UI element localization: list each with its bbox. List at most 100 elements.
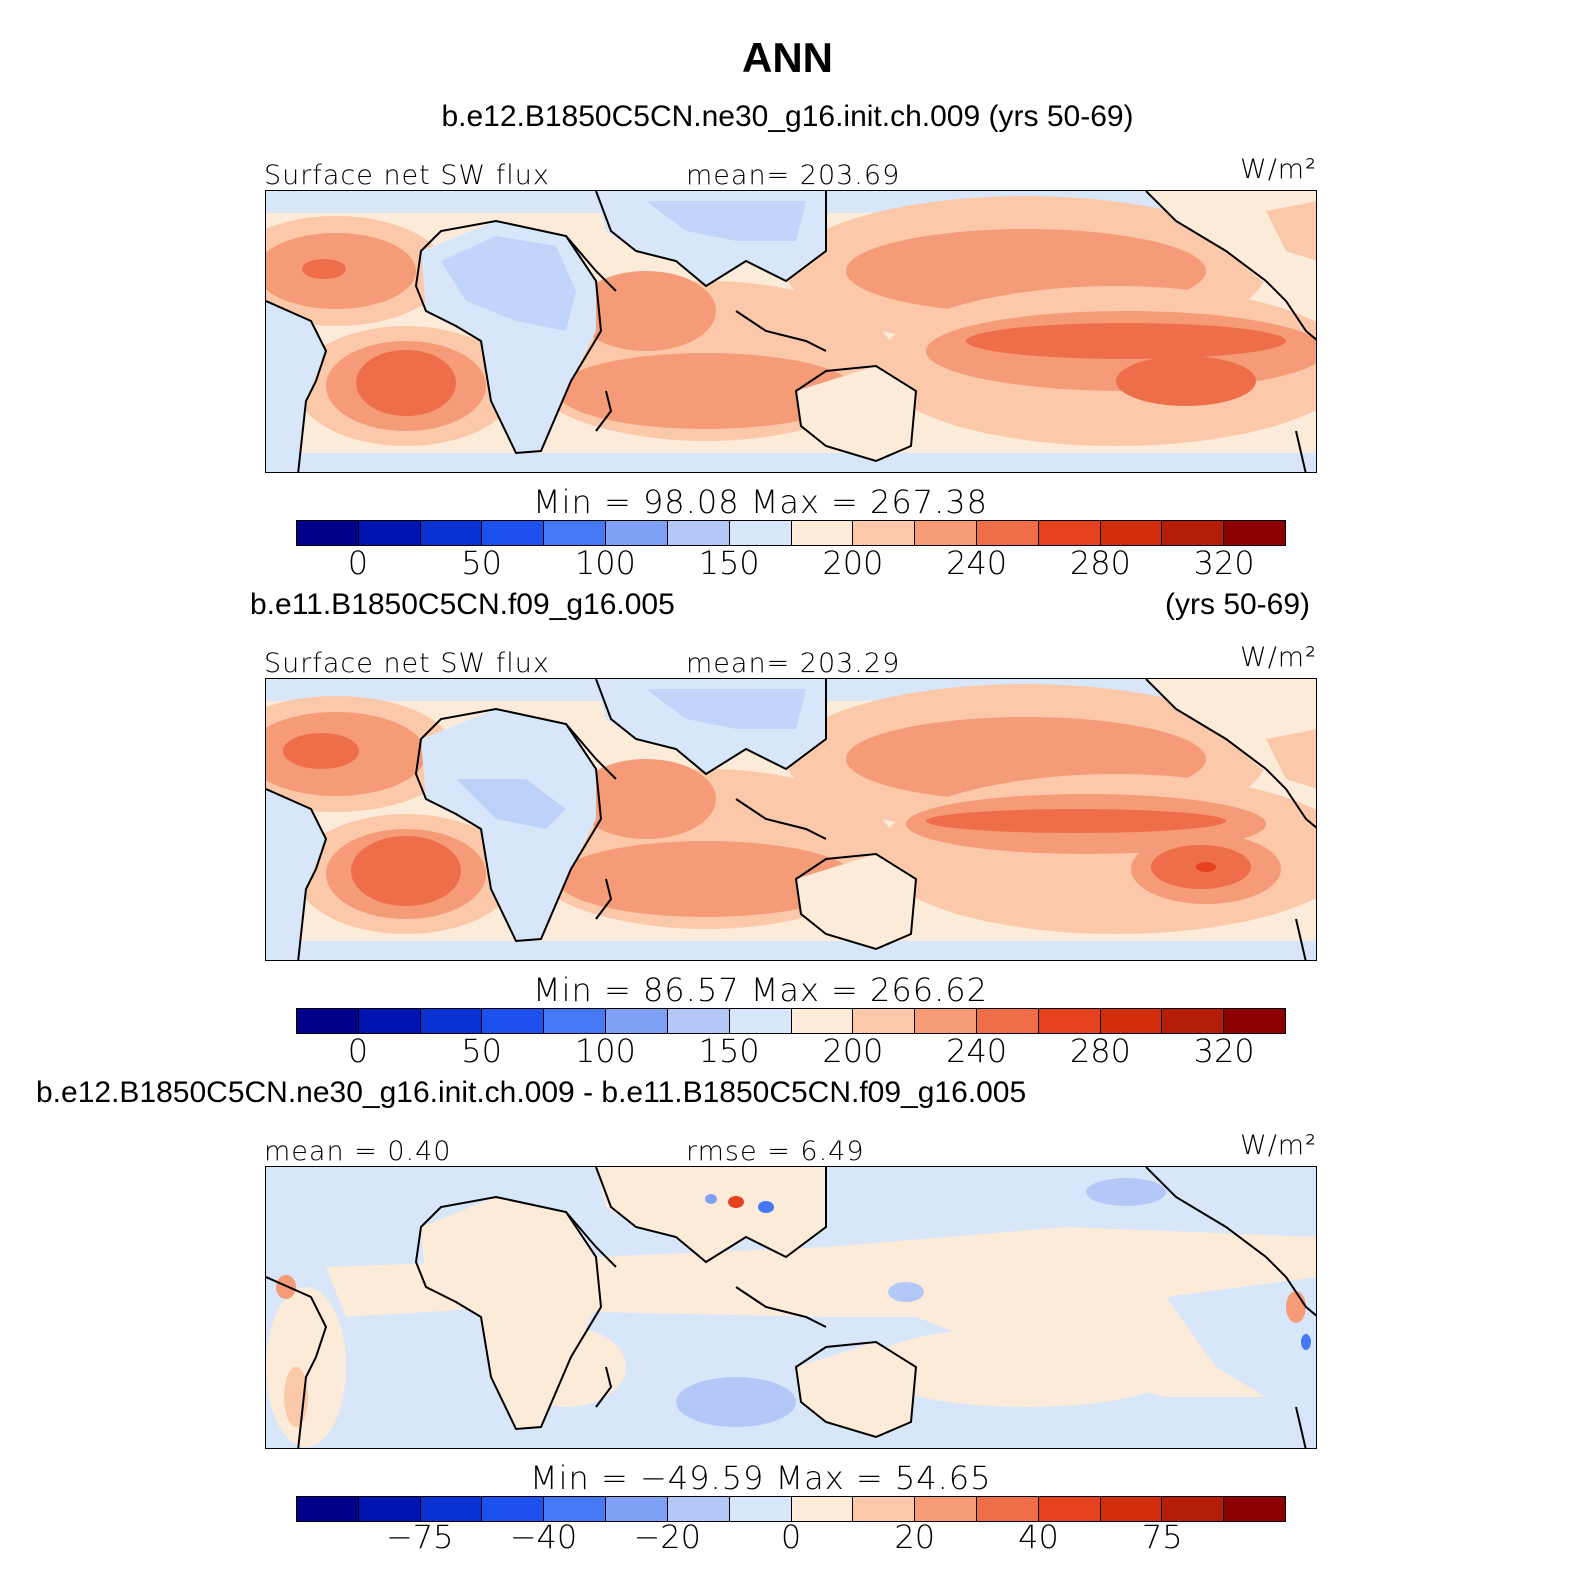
colorbar-tick-label: 50 (461, 1032, 502, 1070)
colorbar-swatch (482, 1497, 545, 1521)
colorbar-swatch (853, 1009, 916, 1033)
panel-1-colorbar (296, 520, 1286, 546)
panel-3-colorbar (296, 1496, 1286, 1522)
colorbar-swatch (544, 521, 607, 545)
panel-1-units-label: W/m² (1240, 154, 1317, 185)
panel-3-map-svg (266, 1167, 1316, 1448)
colorbar-swatch (1038, 1497, 1101, 1521)
colorbar-swatch (1100, 1009, 1163, 1033)
colorbar-tick-label: 280 (1069, 544, 1131, 582)
panel-2-variable-label: Surface net SW flux (264, 648, 550, 679)
panel-1-map-svg (266, 191, 1316, 472)
colorbar-swatch (1162, 521, 1225, 545)
panel-2-map-svg (266, 679, 1316, 960)
panel-1-variable-label: Surface net SW flux (264, 160, 550, 191)
panel-3-colorbar-ticks: −75 −40 −20 0 20 40 75 (296, 1518, 1286, 1556)
colorbar-swatch (482, 1009, 545, 1033)
colorbar-swatch (791, 521, 854, 545)
colorbar-swatch (420, 1009, 483, 1033)
colorbar-swatch (1224, 521, 1285, 545)
colorbar-tick-label: 50 (461, 544, 502, 582)
panel-2-case-title: b.e11.B1850C5CN.f09_g16.005 (250, 588, 675, 621)
panel-3-rmse-label: rmse = 6.49 (686, 1136, 865, 1167)
colorbar-swatch (606, 1009, 668, 1033)
colorbar-swatch (1038, 521, 1101, 545)
colorbar-swatch (729, 1009, 792, 1033)
colorbar-swatch (1100, 521, 1163, 545)
colorbar-tick-label: 20 (894, 1518, 936, 1556)
colorbar-swatch (791, 1497, 854, 1521)
colorbar-swatch (606, 521, 668, 545)
colorbar-tick-label: 0 (780, 1518, 802, 1556)
colorbar-swatch (729, 1497, 792, 1521)
colorbar-swatch (358, 521, 421, 545)
colorbar-swatch (853, 521, 916, 545)
colorbar-swatch (915, 1497, 977, 1521)
colorbar-swatch (853, 1497, 916, 1521)
colorbar-swatch (297, 1497, 359, 1521)
colorbar-swatch (297, 1009, 359, 1033)
panel-2-map (265, 678, 1317, 961)
colorbar-tick-label: 240 (946, 1032, 1008, 1070)
colorbar-swatch (976, 521, 1039, 545)
colorbar-tick-label: 100 (574, 544, 636, 582)
panel-1-colorbar-ticks: 0 50 100 150 200 240 280 320 (296, 544, 1286, 582)
colorbar-swatch (544, 1009, 607, 1033)
panel-3-case-title: b.e12.B1850C5CN.ne30_g16.init.ch.009 - b… (36, 1076, 1027, 1109)
panel-1-map (265, 190, 1317, 473)
panel-3-units-label: W/m² (1240, 1130, 1317, 1161)
panel-2-units-label: W/m² (1240, 642, 1317, 673)
panel-2-minmax: Min = 86.57 Max = 266.62 (533, 971, 988, 1009)
panel-3-map (265, 1166, 1317, 1449)
colorbar-swatch (420, 1497, 483, 1521)
panel-1-minmax: Min = 98.08 Max = 267.38 (533, 483, 988, 521)
colorbar-swatch (1224, 1497, 1285, 1521)
colorbar-swatch (791, 1009, 854, 1033)
colorbar-tick-label: 150 (698, 544, 760, 582)
colorbar-swatch (915, 1009, 977, 1033)
colorbar-swatch (729, 521, 792, 545)
colorbar-swatch (1162, 1009, 1225, 1033)
colorbar-tick-label: 240 (946, 544, 1008, 582)
panel-2-case-years: (yrs 50-69) (1165, 588, 1311, 621)
colorbar-tick-label: 320 (1193, 544, 1255, 582)
colorbar-swatch (1100, 1497, 1163, 1521)
panel-2-colorbar-ticks: 0 50 100 150 200 240 280 320 (296, 1032, 1286, 1070)
colorbar-tick-label: −20 (633, 1518, 702, 1556)
colorbar-tick-label: 40 (1018, 1518, 1059, 1556)
colorbar-swatch (667, 521, 730, 545)
colorbar-tick-label: 100 (574, 1032, 636, 1070)
colorbar-tick-label: −75 (385, 1518, 454, 1556)
panel-1-case-title: b.e12.B1850C5CN.ne30_g16.init.ch.009 (yr… (441, 100, 1134, 133)
colorbar-tick-label: 280 (1069, 1032, 1131, 1070)
colorbar-swatch (358, 1009, 421, 1033)
figure-title: ANN (742, 34, 833, 81)
colorbar-swatch (1224, 1009, 1285, 1033)
panel-2-colorbar (296, 1008, 1286, 1034)
colorbar-tick-label: 150 (698, 1032, 760, 1070)
panel-1-mean-label: mean= 203.69 (686, 160, 901, 191)
colorbar-swatch (667, 1497, 730, 1521)
colorbar-swatch (1162, 1497, 1225, 1521)
colorbar-swatch (976, 1009, 1039, 1033)
panel-3-mean-label: mean = 0.40 (264, 1136, 452, 1167)
colorbar-tick-label: 200 (822, 1032, 884, 1070)
colorbar-swatch (976, 1497, 1039, 1521)
colorbar-swatch (544, 1497, 607, 1521)
colorbar-swatch (358, 1497, 421, 1521)
colorbar-swatch (482, 521, 545, 545)
colorbar-tick-label: 75 (1141, 1518, 1183, 1556)
colorbar-tick-label: 200 (822, 544, 884, 582)
colorbar-swatch (606, 1497, 668, 1521)
colorbar-swatch (420, 521, 483, 545)
colorbar-swatch (915, 521, 977, 545)
colorbar-tick-label: −40 (509, 1518, 578, 1556)
panel-2-mean-label: mean= 203.29 (686, 648, 901, 679)
colorbar-tick-label: 0 (347, 544, 369, 582)
colorbar-swatch (297, 521, 359, 545)
colorbar-tick-label: 0 (347, 1032, 369, 1070)
colorbar-tick-label: 320 (1193, 1032, 1255, 1070)
colorbar-swatch (1038, 1009, 1101, 1033)
colorbar-swatch (667, 1009, 730, 1033)
panel-3-minmax: Min = −49.59 Max = 54.65 (530, 1459, 992, 1497)
